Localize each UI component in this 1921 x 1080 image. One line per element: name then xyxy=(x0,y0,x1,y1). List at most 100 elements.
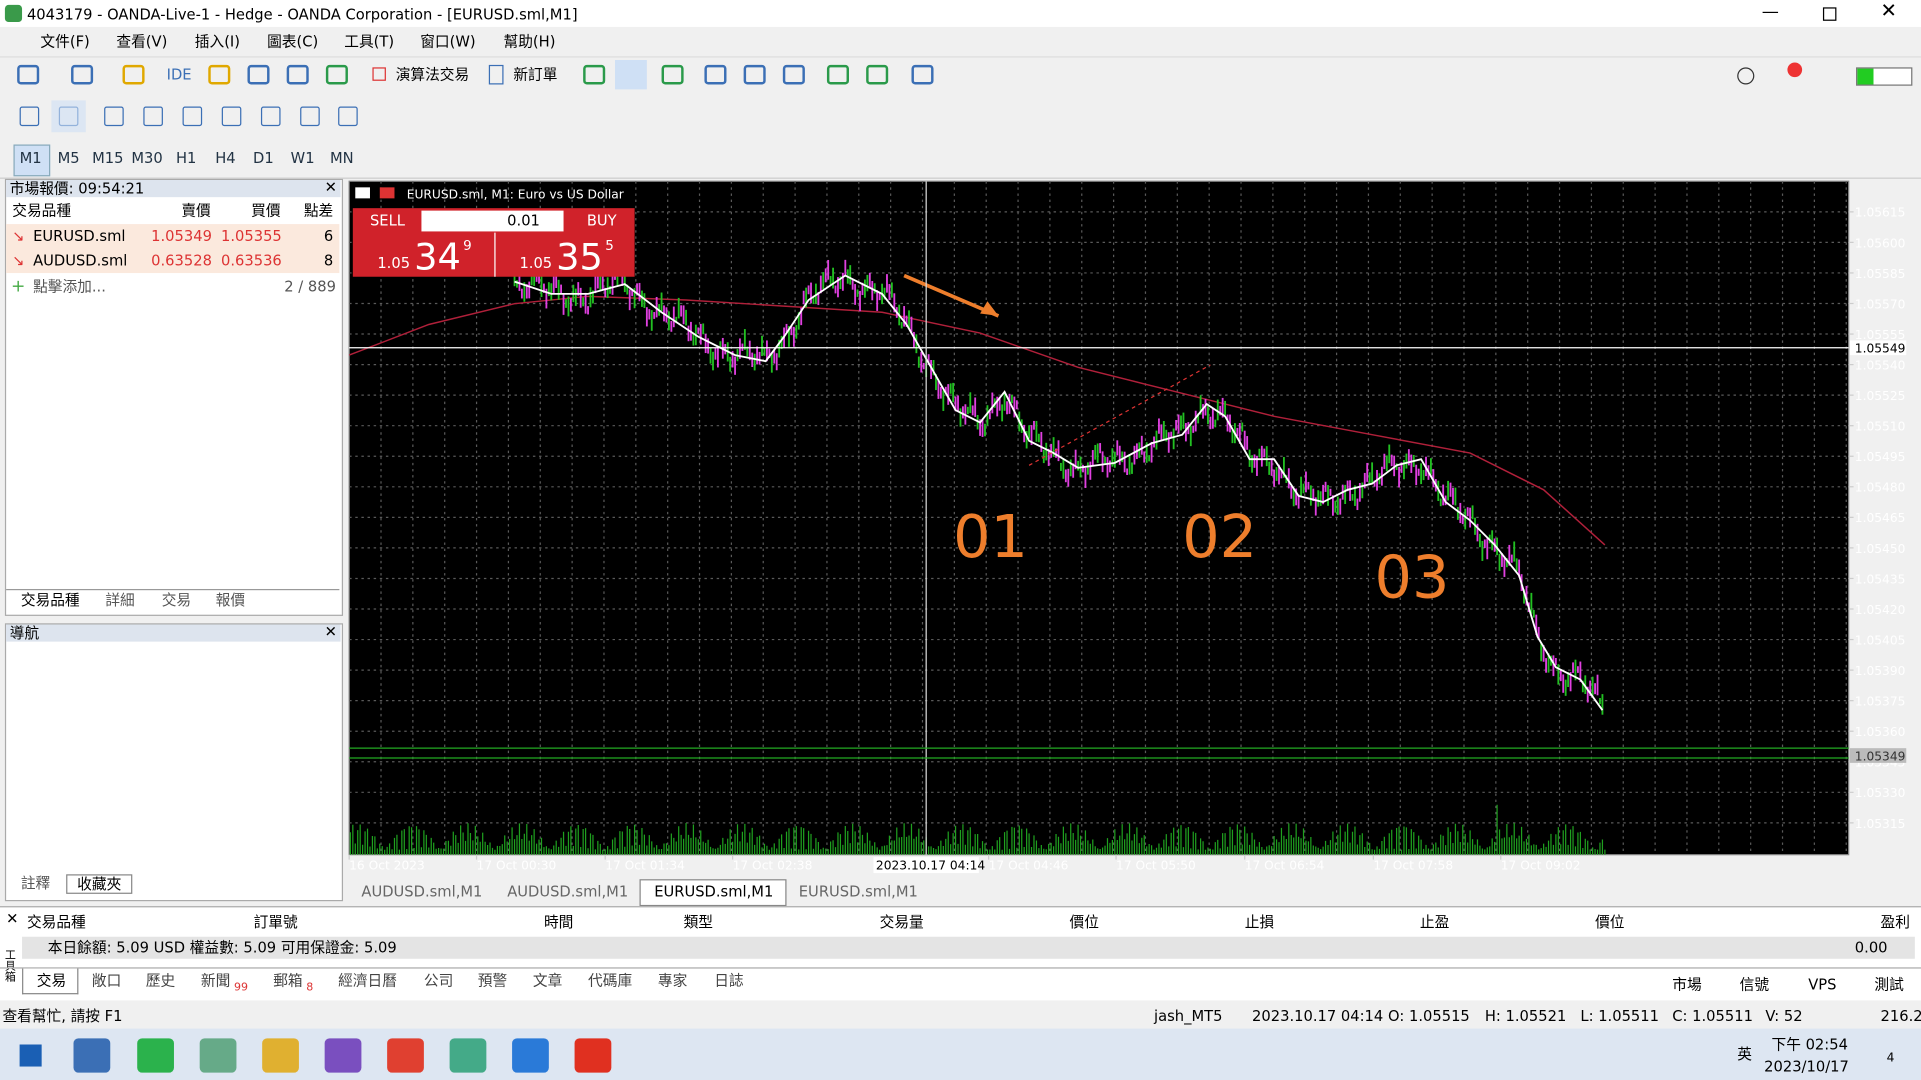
panel-tab[interactable]: 交易品種 xyxy=(20,591,80,609)
toolbar-button[interactable] xyxy=(122,64,145,85)
taskbar-app[interactable] xyxy=(387,1038,424,1073)
search[interactable] xyxy=(1737,67,1755,85)
taskbar-app[interactable] xyxy=(262,1038,299,1073)
toolbox-tab[interactable]: 敞口 xyxy=(91,972,122,990)
toolbox-tab[interactable]: 郵箱 xyxy=(273,972,303,990)
x-tick-label: 17 Oct 01:34 xyxy=(605,858,685,872)
timeframe-button[interactable]: M30 xyxy=(131,149,163,167)
close-panel[interactable]: ✕ xyxy=(324,623,337,641)
timeframe-button[interactable]: M15 xyxy=(92,149,124,167)
draw-tool[interactable] xyxy=(338,106,358,127)
chart-tab[interactable]: AUDUSD.sml,M1 xyxy=(507,882,629,901)
timeframe-button[interactable]: H1 xyxy=(176,149,197,167)
service-link[interactable]: 信號 xyxy=(1739,975,1770,994)
taskbar-app[interactable] xyxy=(512,1038,549,1073)
chart-tab[interactable]: EURUSD.sml,M1 xyxy=(654,882,774,901)
draw-tool[interactable] xyxy=(143,106,163,127)
y-tick-label: 1.05450 xyxy=(1855,542,1906,556)
algo-trading-button[interactable]: 演算法交易 xyxy=(395,66,470,84)
toolbox-tab[interactable]: 文章 xyxy=(532,972,563,990)
taskbar-app[interactable] xyxy=(324,1038,362,1073)
toolbar-button[interactable] xyxy=(866,64,889,85)
toolbox-tab[interactable]: 歷史 xyxy=(145,972,176,990)
taskbar-app[interactable] xyxy=(574,1038,612,1073)
taskbar-app[interactable] xyxy=(199,1038,237,1073)
app-icon xyxy=(4,4,23,23)
timeframe-button[interactable]: MN xyxy=(329,149,354,167)
toolbox-tab[interactable]: 日誌 xyxy=(714,972,744,990)
menu-item[interactable]: 插入(I) xyxy=(194,33,241,51)
notification-count: 4 xyxy=(1886,1051,1895,1066)
new-order-button[interactable]: 新訂單 xyxy=(513,66,558,84)
chart-tab[interactable]: EURUSD.sml,M1 xyxy=(798,882,918,901)
toolbox-tab[interactable]: 新聞 xyxy=(200,972,231,990)
panel-tab[interactable]: 交易 xyxy=(161,591,192,609)
draw-tool[interactable] xyxy=(19,106,40,127)
close-panel[interactable]: ✕ xyxy=(324,178,337,196)
taskbar-app[interactable] xyxy=(137,1038,174,1073)
panel-tab[interactable]: 註釋 xyxy=(20,874,51,892)
start-button[interactable] xyxy=(19,1044,42,1067)
service-link[interactable]: 測試 xyxy=(1874,975,1904,994)
separator xyxy=(0,177,1921,179)
timeframe-button[interactable]: M1 xyxy=(19,149,42,167)
restore[interactable] xyxy=(1822,7,1837,21)
menu-item[interactable]: 工具(T) xyxy=(344,33,395,51)
menu-item[interactable]: 窗口(W) xyxy=(420,33,476,51)
y-tick-label: 1.05510 xyxy=(1855,420,1906,434)
ide-button[interactable]: IDE xyxy=(166,66,192,84)
toolbar-button[interactable] xyxy=(17,64,40,85)
add-symbol[interactable]: 點擊添加... xyxy=(33,277,106,296)
service-link[interactable]: 市場 xyxy=(1672,975,1702,994)
toolbar-button[interactable] xyxy=(826,64,849,85)
toolbar-button[interactable] xyxy=(208,64,231,85)
profit: 0.00 xyxy=(1854,939,1888,957)
chart-tab[interactable]: AUDUSD.sml,M1 xyxy=(361,882,483,901)
toolbox-tab[interactable]: 經濟日曆 xyxy=(338,972,397,990)
toolbox-tab[interactable]: 交易 xyxy=(36,972,67,990)
toolbox-tab[interactable]: 預警 xyxy=(477,972,508,990)
panel-tab[interactable]: 詳細 xyxy=(105,591,135,609)
close[interactable]: ✕ xyxy=(1880,0,1897,23)
toolbar-button[interactable] xyxy=(911,64,934,85)
service-link[interactable]: VPS xyxy=(1808,975,1837,994)
timeframe-button[interactable]: D1 xyxy=(253,149,274,167)
draw-tool[interactable] xyxy=(300,106,320,127)
toolbar-button[interactable] xyxy=(782,64,805,85)
taskbar-app[interactable] xyxy=(73,1038,111,1073)
draw-tool[interactable] xyxy=(182,106,203,127)
rows-bg xyxy=(6,224,340,274)
toolbox-tab[interactable]: 公司 xyxy=(423,972,454,990)
menu-item[interactable]: 圖表(C) xyxy=(267,33,319,51)
toolbar-button[interactable] xyxy=(661,64,684,85)
column-header: 買價 xyxy=(251,202,281,220)
draw-tool[interactable] xyxy=(104,106,124,127)
toolbox-tab[interactable]: 專家 xyxy=(657,972,688,990)
menu-item[interactable]: 幫助(H) xyxy=(503,33,556,51)
annotation: 01 xyxy=(953,502,1028,571)
timeframe-button[interactable]: H4 xyxy=(215,149,236,167)
menu-item[interactable]: 查看(V) xyxy=(116,33,168,51)
clock-date: 2023/10/17 xyxy=(1764,1057,1849,1076)
x-tick-label: 17 Oct 00:30 xyxy=(477,858,557,872)
minimize[interactable]: — xyxy=(1761,2,1779,23)
toolbar-button[interactable] xyxy=(286,64,309,85)
toolbar-button[interactable] xyxy=(325,64,348,85)
taskbar-app[interactable] xyxy=(449,1038,487,1073)
toolbar-button[interactable] xyxy=(71,64,94,85)
toolbar-button[interactable] xyxy=(704,64,727,85)
toolbar-button[interactable] xyxy=(583,64,606,85)
timeframe-button[interactable]: M5 xyxy=(57,149,80,167)
close-toolbox[interactable]: ✕ xyxy=(6,909,19,927)
toolbar-button[interactable] xyxy=(743,64,766,85)
algo-icon xyxy=(372,67,386,81)
panel-tab[interactable]: 報價 xyxy=(215,591,246,609)
draw-tool[interactable] xyxy=(260,106,281,127)
toolbox-tab[interactable]: 代碼庫 xyxy=(588,972,633,990)
menu-item[interactable]: 文件(F) xyxy=(40,33,90,51)
toolbar-button[interactable] xyxy=(247,64,270,85)
timeframe-button[interactable]: W1 xyxy=(290,149,315,167)
draw-tool[interactable] xyxy=(221,106,242,127)
buy-button: BUY xyxy=(587,212,617,229)
panel-tab[interactable]: 收藏夾 xyxy=(66,874,133,894)
